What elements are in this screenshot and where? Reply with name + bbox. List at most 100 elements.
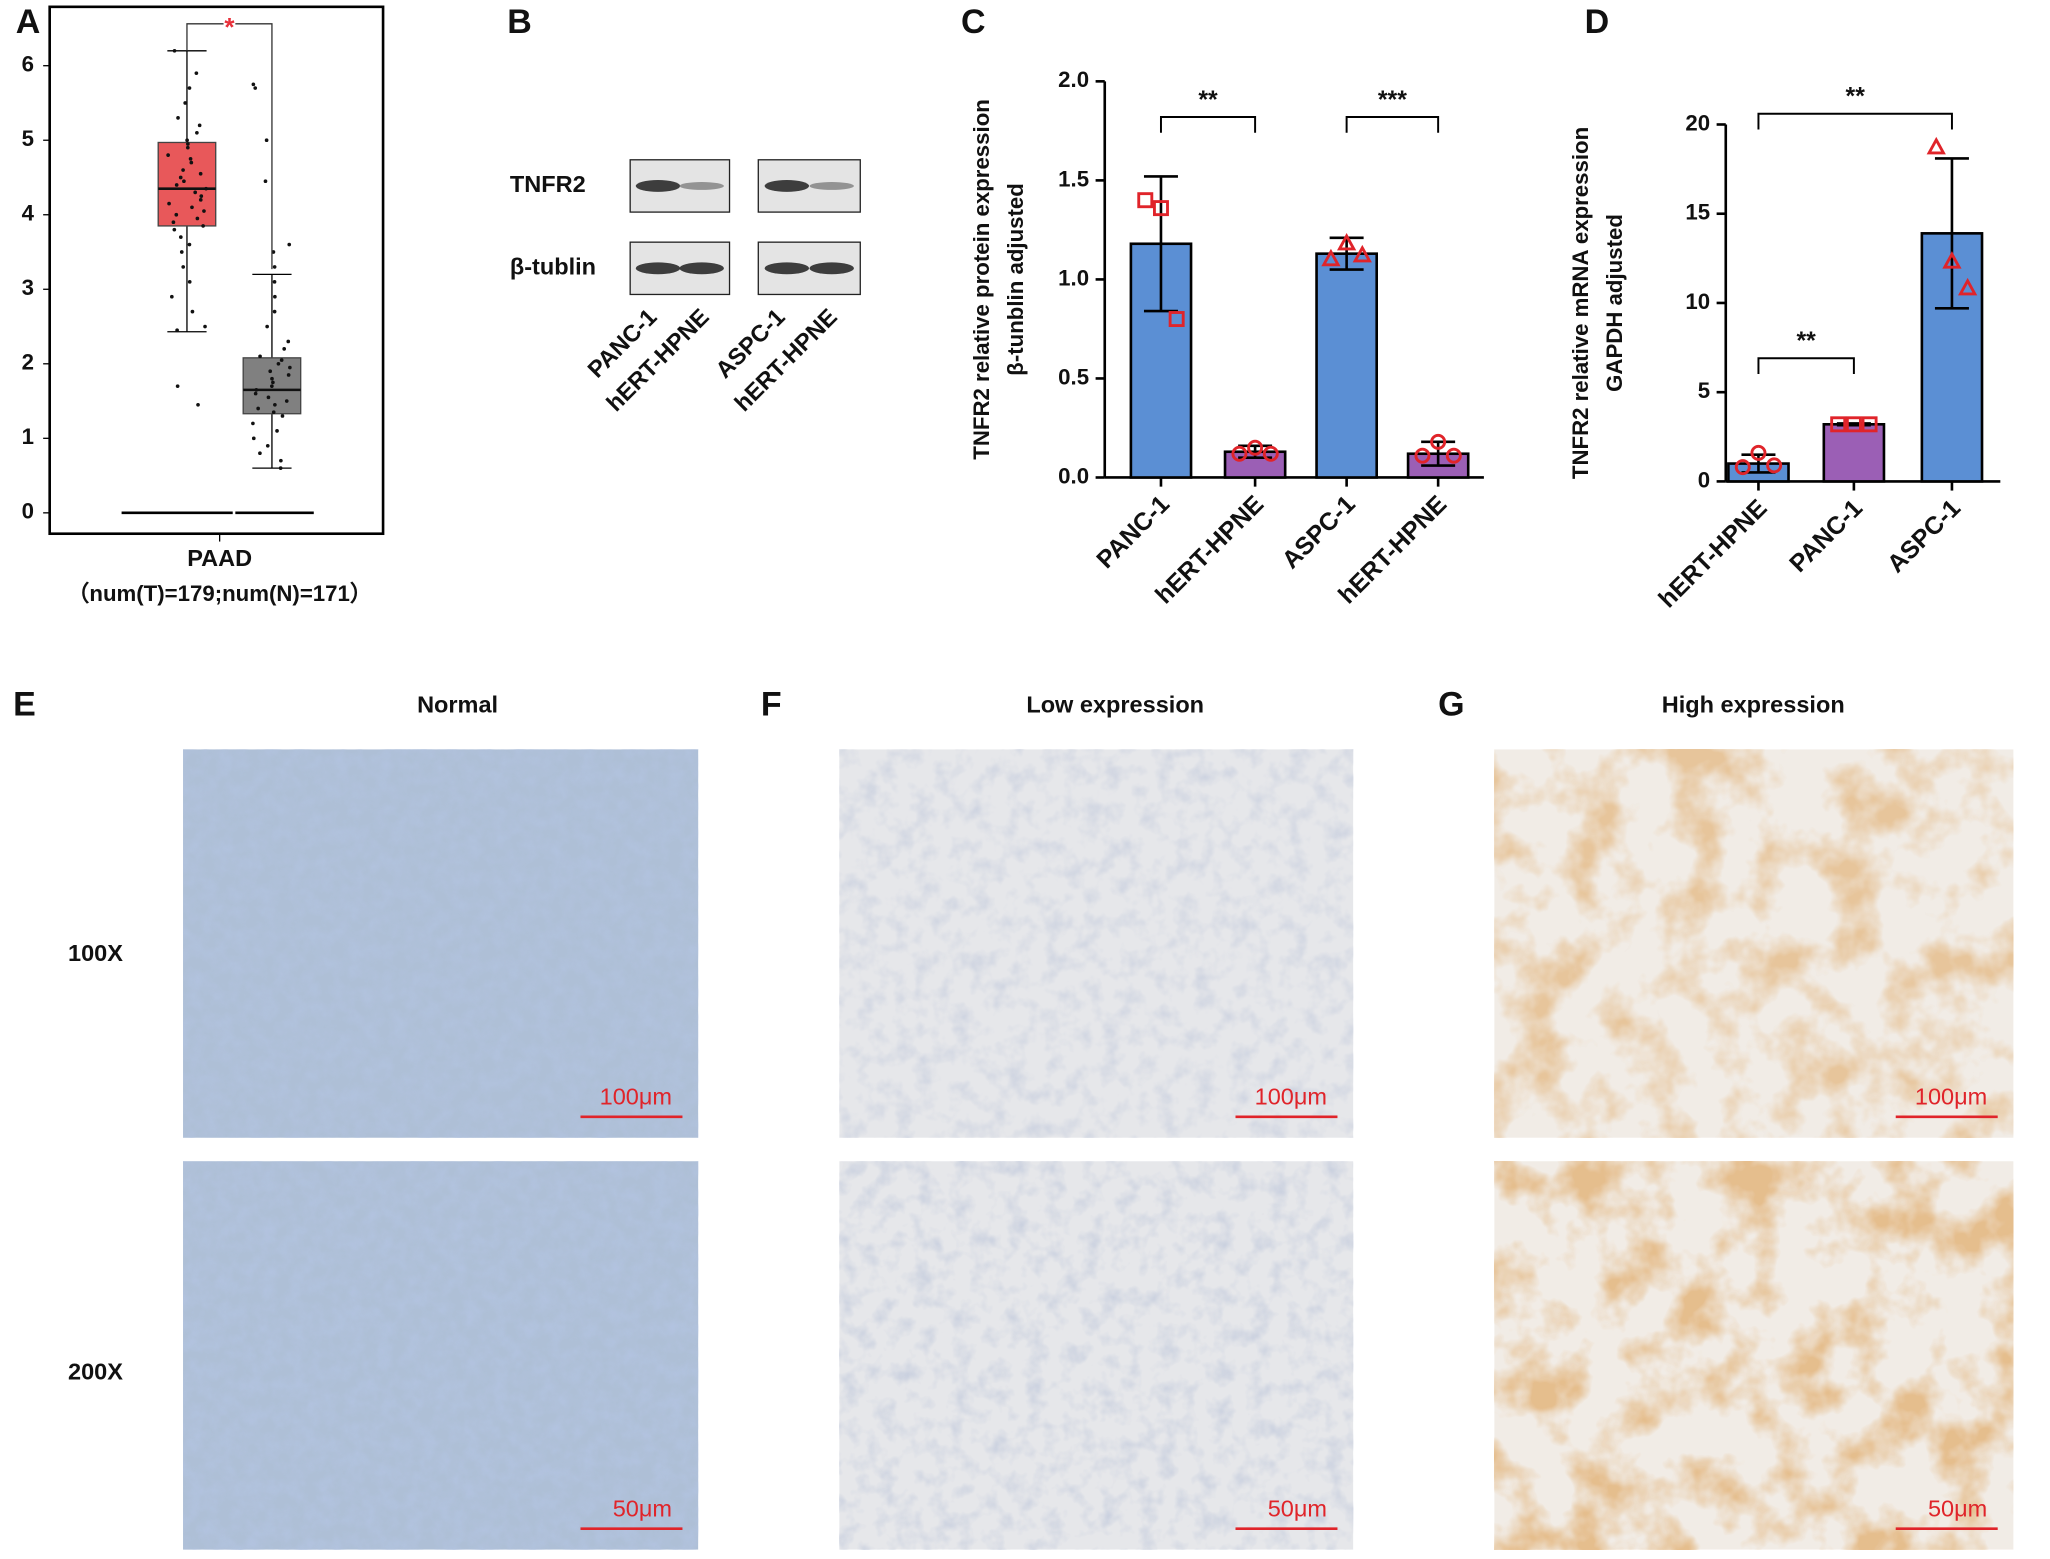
jitter-point bbox=[286, 373, 291, 377]
data-point bbox=[1766, 457, 1783, 474]
jitter-point bbox=[265, 324, 269, 329]
magnification-label: 200X bbox=[68, 1358, 123, 1384]
y-tick-label: 0.0 bbox=[1058, 463, 1089, 488]
micrograph-texture bbox=[183, 749, 699, 1138]
data-point bbox=[1942, 251, 1962, 269]
y-tick-label: 2.0 bbox=[1058, 67, 1089, 92]
jitter-point bbox=[166, 153, 170, 157]
blot-row-label: TNFR2 bbox=[510, 171, 586, 197]
y-axis-label: TNFR2 relative protein expression bbox=[969, 99, 994, 460]
jitter-point bbox=[273, 294, 277, 299]
jitter-point bbox=[268, 369, 273, 374]
y-tick-label: 15 bbox=[1685, 200, 1710, 225]
jitter-point bbox=[258, 451, 262, 456]
jitter-point bbox=[185, 138, 189, 143]
y-tick-label: 1 bbox=[22, 424, 34, 449]
jitter-point bbox=[288, 365, 292, 370]
micrograph-texture bbox=[839, 1161, 1354, 1550]
panel-letter: C bbox=[961, 3, 986, 41]
error-bar bbox=[1836, 422, 1871, 427]
y-tick-label: 4 bbox=[22, 201, 35, 226]
jitter-point bbox=[202, 209, 206, 213]
micrograph-texture bbox=[1494, 1161, 2014, 1550]
scale-bar-label: 100μm bbox=[1255, 1084, 1327, 1110]
scale-bar-label: 50μm bbox=[613, 1496, 672, 1522]
jitter-point bbox=[186, 142, 190, 146]
scale-bar-label: 50μm bbox=[1928, 1496, 1987, 1522]
jitter-point bbox=[178, 175, 183, 180]
data-point bbox=[1168, 311, 1185, 328]
jitter-point bbox=[194, 71, 199, 75]
jitter-point bbox=[179, 250, 184, 254]
jitter-point bbox=[172, 227, 177, 232]
y-axis-label: TNFR2 relative mRNA expression bbox=[1568, 127, 1593, 479]
scale-bar-label: 100μm bbox=[600, 1084, 672, 1110]
subtitle: （num(T)=179;num(N)=171） bbox=[67, 581, 372, 606]
jitter-point bbox=[175, 328, 179, 333]
scale-bar-label: 100μm bbox=[1915, 1084, 1987, 1110]
jitter-point bbox=[178, 235, 183, 239]
panel-title: High expression bbox=[1662, 692, 1845, 718]
data-point bbox=[1247, 439, 1264, 456]
jitter-point bbox=[183, 101, 188, 105]
jitter-point bbox=[190, 309, 195, 314]
jitter-point bbox=[273, 402, 277, 407]
jitter-point bbox=[272, 279, 277, 284]
y-tick-label: 0.5 bbox=[1058, 364, 1089, 389]
y-tick-label: 5 bbox=[22, 126, 34, 151]
x-tick-label: ASPC-1 bbox=[1277, 491, 1361, 575]
y-tick-label: 3 bbox=[22, 275, 34, 300]
jitter-point bbox=[198, 171, 203, 176]
y-tick-label: 1.0 bbox=[1058, 265, 1089, 290]
data-point bbox=[1231, 445, 1248, 462]
significance-bracket bbox=[1757, 112, 1953, 130]
jitter-point bbox=[258, 354, 262, 359]
jitter-point bbox=[287, 242, 292, 247]
y-axis-label: GAPDH adjusted bbox=[1602, 214, 1627, 392]
blot-band bbox=[635, 180, 681, 192]
jitter-point bbox=[190, 205, 194, 210]
blot-band bbox=[764, 180, 810, 192]
jitter-point bbox=[264, 138, 269, 143]
significance-label: ** bbox=[1797, 328, 1817, 355]
jitter-point bbox=[188, 157, 193, 161]
panel-letter: E bbox=[13, 685, 36, 723]
jitter-point bbox=[263, 179, 268, 184]
jitter-point bbox=[196, 402, 200, 407]
jitter-point bbox=[282, 347, 287, 351]
jitter-point bbox=[198, 198, 203, 202]
jitter-point bbox=[251, 421, 255, 426]
significance-label: ** bbox=[1846, 84, 1866, 111]
x-tick-label: hERT-HPNE bbox=[1654, 495, 1773, 614]
jitter-point bbox=[266, 395, 271, 400]
plot-frame bbox=[48, 5, 385, 536]
jitter-point bbox=[174, 212, 179, 217]
data-point bbox=[1750, 444, 1767, 461]
jitter-point bbox=[171, 220, 176, 225]
jitter-point bbox=[278, 466, 283, 470]
jitter-point bbox=[187, 86, 192, 90]
jitter-point bbox=[270, 376, 274, 381]
x-tick-label: PANC-1 bbox=[1785, 495, 1868, 578]
jitter-point bbox=[270, 384, 274, 388]
y-tick-label: 5 bbox=[1698, 378, 1710, 403]
jitter-point bbox=[176, 116, 180, 120]
jitter-point bbox=[256, 406, 260, 411]
panel-title: Normal bbox=[417, 692, 498, 718]
micrograph-texture bbox=[839, 749, 1354, 1138]
x-tick-label: PANC-1 bbox=[1092, 491, 1175, 574]
jitter-point bbox=[272, 265, 277, 269]
jitter-point bbox=[193, 190, 198, 195]
y-axis-label: β-tunblin adjusted bbox=[1003, 183, 1028, 376]
jitter-point bbox=[195, 216, 200, 221]
jitter-point bbox=[185, 145, 190, 150]
data-point bbox=[1734, 459, 1751, 476]
jitter-point bbox=[284, 399, 289, 403]
jitter-point bbox=[187, 242, 192, 247]
jitter-point bbox=[199, 194, 204, 198]
micrograph-texture bbox=[1494, 749, 2014, 1138]
y-tick-label: 6 bbox=[22, 52, 34, 77]
jitter-point bbox=[279, 458, 283, 463]
jitter-point bbox=[279, 358, 284, 362]
blot-band bbox=[679, 182, 724, 190]
